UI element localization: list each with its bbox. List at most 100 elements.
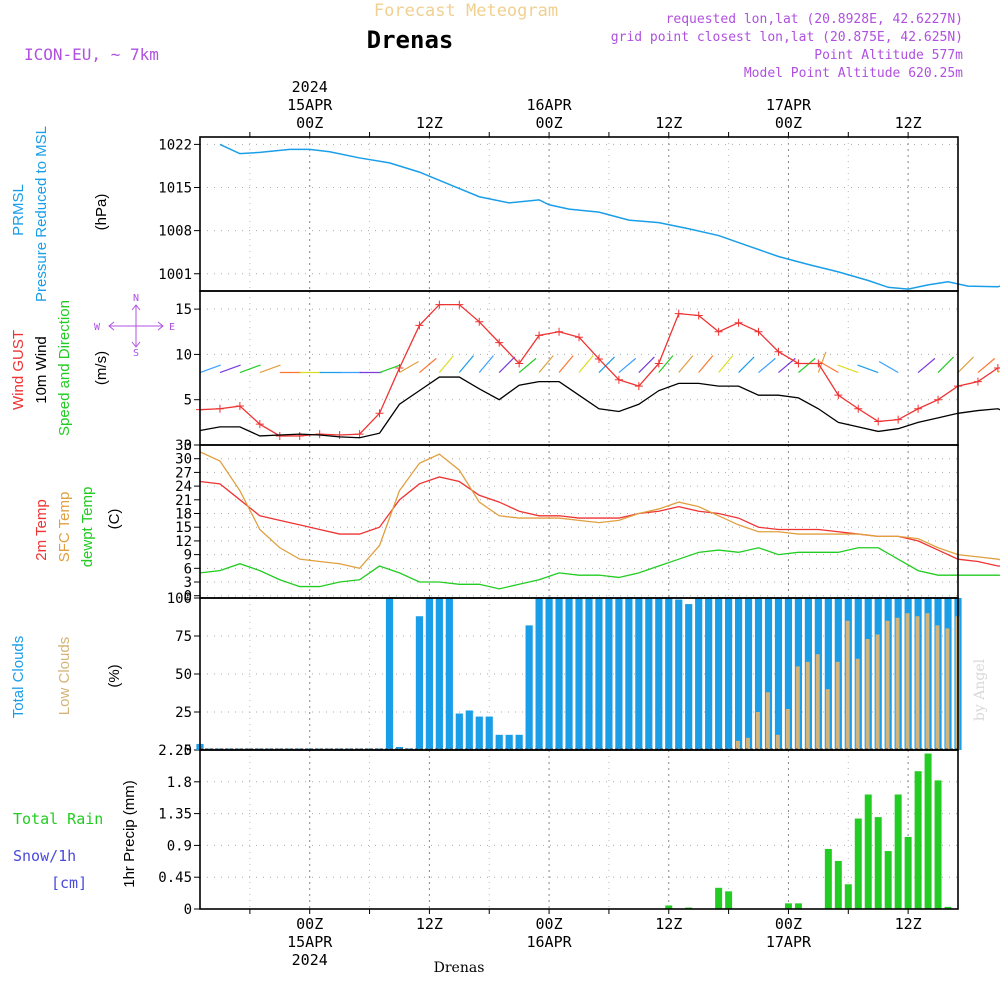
gust-marker xyxy=(694,311,703,320)
rain-bar xyxy=(725,891,733,909)
wind-arrow xyxy=(817,351,827,373)
wind-arrow xyxy=(638,356,655,373)
total-cloud-bar xyxy=(505,734,513,750)
wind-arrow xyxy=(538,355,554,373)
low-cloud-bar xyxy=(775,734,780,750)
low-cloud-bar xyxy=(945,628,950,750)
x-date-label-bottom: 00Z xyxy=(775,915,802,933)
wind-arrow xyxy=(718,355,734,373)
gust-marker xyxy=(415,321,424,330)
gust-marker xyxy=(814,359,823,368)
wind-arrow xyxy=(399,361,419,374)
rain-bar xyxy=(924,753,932,909)
total-cloud-bar xyxy=(615,598,623,750)
wind-arrow xyxy=(259,364,281,374)
wind-arrow xyxy=(219,364,241,374)
x-date-label-top: 2024 xyxy=(292,78,328,96)
precip-axis-labels: Total Rain Snow/1h [cm] 1hr Precip (mm) xyxy=(13,780,138,892)
gust-marker xyxy=(575,333,583,342)
ylabel-prmsl: PRMSL xyxy=(10,184,27,236)
rain-bar xyxy=(944,906,952,909)
y-tick-label: 30 xyxy=(175,452,192,468)
y-tick-label: 24 xyxy=(175,479,192,495)
total-cloud-bar xyxy=(625,598,633,750)
wind-arrow xyxy=(857,364,879,374)
y-tick-label: 0 xyxy=(184,743,192,759)
x-date-label-bottom: 12Z xyxy=(655,915,682,933)
total-cloud-bar xyxy=(705,598,713,750)
ylabel-2m-temp: 2m Temp xyxy=(33,499,50,560)
total-cloud-bar xyxy=(585,598,593,750)
compass-arrows xyxy=(108,304,164,348)
ylabel-dewpt: dewpt Temp xyxy=(79,487,96,568)
y-tick-label: 0.9 xyxy=(167,838,192,854)
ylabel-snow: Snow/1h xyxy=(13,847,76,865)
total-cloud-bar xyxy=(385,598,394,750)
low-cloud-bar xyxy=(845,620,850,750)
y-tick-label: 1008 xyxy=(158,224,192,240)
wind-arrows xyxy=(199,351,1000,374)
total-cloud-bar xyxy=(675,599,683,750)
total-cloud-bar xyxy=(605,598,613,750)
low-cloud-bar xyxy=(735,740,740,750)
total-cloud-bar xyxy=(645,598,653,750)
total-cloud-bar xyxy=(415,616,424,750)
y-tick-label: 0 xyxy=(184,438,192,454)
gust-marker xyxy=(894,415,903,424)
wind-arrow xyxy=(738,356,755,373)
rain-bar xyxy=(864,794,872,909)
total-cloud-bar xyxy=(695,598,703,750)
gust-marker xyxy=(235,402,244,411)
low-cloud-bar xyxy=(795,666,800,750)
total-cloud-bar xyxy=(575,598,583,750)
sfc-temp-line xyxy=(199,451,1000,570)
x-date-label-top: 00Z xyxy=(296,114,323,132)
gust-marker xyxy=(834,391,843,400)
x-date-label-bottom: 17APR xyxy=(766,933,812,951)
low-cloud-bar xyxy=(865,639,870,750)
total-cloud-bar xyxy=(774,598,783,750)
chart-title: Forecast Meteogram xyxy=(374,1,558,21)
plot-area: 1001100810151022051015036912151821242730… xyxy=(158,78,1000,969)
gust-marker xyxy=(714,327,723,336)
ylabel-10m-wind: 10m Wind xyxy=(33,336,50,404)
low-cloud-bar xyxy=(835,661,840,750)
rain-bar xyxy=(914,771,922,909)
compass-n: N xyxy=(133,293,139,304)
y-tick-label: 15 xyxy=(175,302,192,318)
total-cloud-bar xyxy=(655,598,663,750)
x-date-label-top: 00Z xyxy=(536,114,563,132)
model-label: ICON-EU, ~ 7km xyxy=(24,45,159,64)
location-title: Drenas xyxy=(367,26,454,54)
ylabel-total-clouds: Total Clouds xyxy=(10,636,27,719)
footer-location: Drenas xyxy=(434,960,485,976)
gust-marker xyxy=(794,359,803,368)
rain-bar xyxy=(874,817,882,909)
gust-marker xyxy=(375,409,384,418)
gust-marker xyxy=(555,327,564,336)
gust-marker xyxy=(614,375,623,384)
wind-arrow xyxy=(937,356,955,373)
wind-arrow xyxy=(598,356,615,373)
wind-10m-line xyxy=(199,376,1000,439)
ylabel-precip: 1hr Precip (mm) xyxy=(121,780,138,888)
total-cloud-bar xyxy=(595,598,603,750)
wind-arrow xyxy=(818,361,839,374)
y-tick-label: 0 xyxy=(184,902,192,918)
low-cloud-bar xyxy=(815,654,820,750)
y-tick-label: 25 xyxy=(175,705,192,721)
total-cloud-bar xyxy=(754,598,763,750)
compass-w: W xyxy=(94,322,101,333)
rain-bar xyxy=(904,836,912,909)
total-cloud-bar xyxy=(824,598,832,750)
total-cloud-bar xyxy=(525,625,533,750)
gust-marker xyxy=(395,364,404,372)
gust-marker xyxy=(973,377,982,386)
x-date-label-top: 12Z xyxy=(895,114,922,132)
total-cloud-bar xyxy=(784,598,793,750)
gust-marker xyxy=(674,309,683,318)
rain-bar xyxy=(844,884,852,909)
gust-marker xyxy=(215,404,224,413)
x-date-label-top: 16APR xyxy=(527,96,573,114)
